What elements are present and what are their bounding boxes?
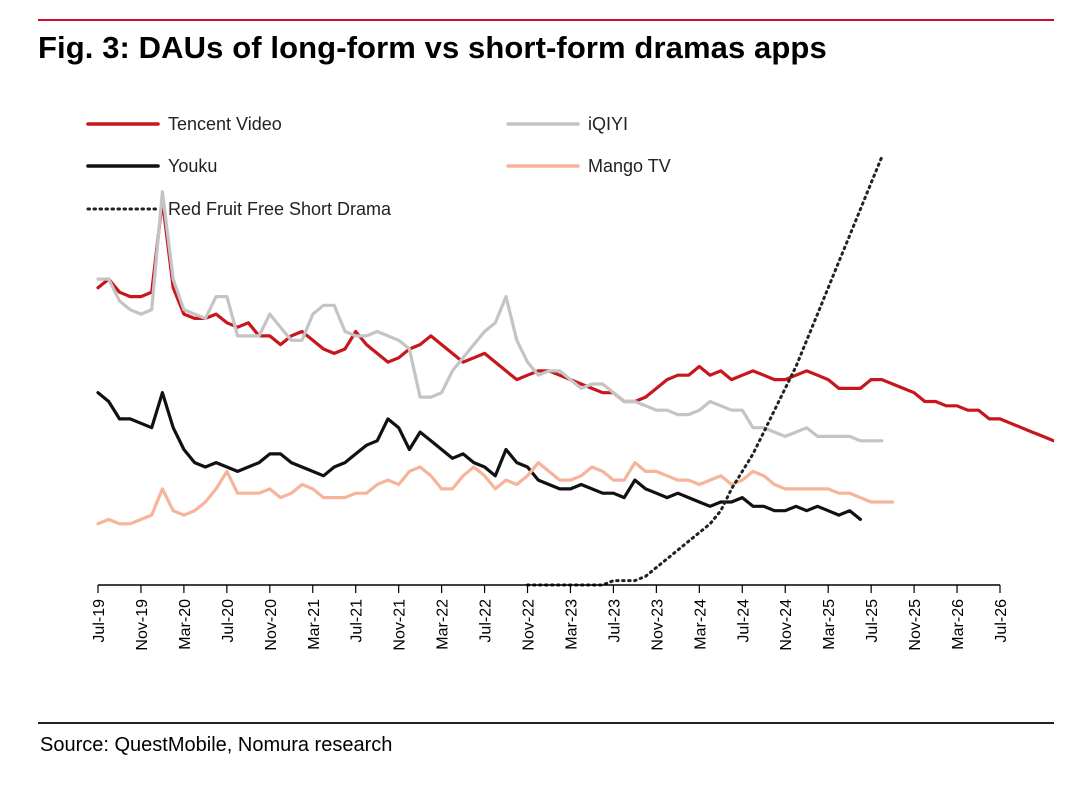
x-tick-label: Mar-23: [564, 599, 581, 650]
series-line-mango: [96, 461, 895, 526]
x-tick-label: Jul-24: [735, 599, 752, 643]
legend-label-redfruit: Red Fruit Free Short Drama: [168, 199, 392, 219]
x-tick-label: Jul-19: [91, 599, 108, 643]
x-tick-label: Jul-23: [606, 599, 623, 643]
x-tick-label: Jul-21: [349, 599, 366, 643]
x-tick-label: Jul-22: [478, 599, 495, 643]
x-tick-label: Nov-19: [134, 599, 151, 651]
x-tick-label: Nov-22: [521, 599, 538, 651]
x-tick-label: Jul-25: [864, 599, 881, 643]
x-tick-label: Mar-21: [306, 599, 323, 650]
legend-label-youku: Youku: [168, 156, 217, 176]
legend-label-iqiyi: iQIYI: [588, 114, 628, 134]
legend-label-mango: Mango TV: [588, 156, 671, 176]
x-tick-label: Mar-22: [435, 599, 452, 650]
x-tick-label: Nov-20: [263, 599, 280, 651]
legend-label-tencent: Tencent Video: [168, 114, 282, 134]
legend: Tencent Video iQIYI Youku Mango TV Red Fruit…: [86, 114, 671, 219]
x-tick-label: Mar-26: [950, 599, 967, 650]
x-tick-label: Nov-25: [907, 599, 924, 651]
series-line-youku: [96, 391, 863, 521]
dau-line-chart: Tencent Video iQIYI Youku Mango TV Red Fruit…: [86, 114, 1054, 651]
x-tick-label: Nov-23: [649, 599, 666, 651]
x-tick-label: Mar-20: [177, 599, 194, 650]
x-tick-label: Nov-21: [392, 599, 409, 651]
series-group: [96, 155, 1054, 587]
top-rule: [38, 19, 1054, 21]
series-line-iqiyi: [96, 190, 884, 443]
chart-area: Tencent Video iQIYI Youku Mango TV Red Fruit…: [38, 88, 1054, 708]
x-tick-label: Mar-24: [692, 599, 709, 650]
figure-title: Fig. 3: DAUs of long-form vs short-form …: [38, 30, 827, 65]
x-tick-label: Mar-25: [821, 599, 838, 650]
bottom-rule: [38, 722, 1054, 724]
source-note: Source: QuestMobile, Nomura research: [40, 734, 393, 756]
x-axis: Jul-19 Nov-19 Mar-20 Jul-20 Nov-20 Mar-21 Jul-…: [91, 584, 1010, 651]
series-line-tencent: [96, 198, 1054, 443]
x-tick-label: Nov-24: [778, 599, 795, 651]
x-tick-label: Jul-26: [993, 599, 1010, 643]
x-tick-label: Jul-20: [220, 599, 237, 643]
